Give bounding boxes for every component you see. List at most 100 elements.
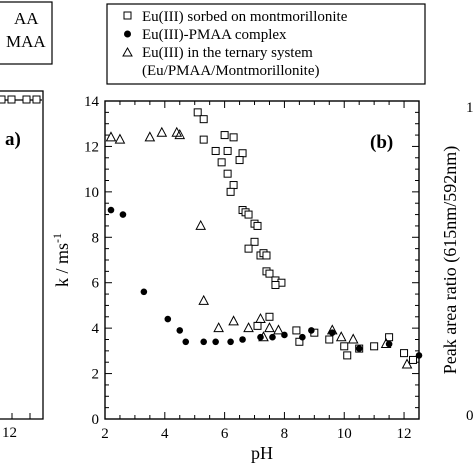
data-point-circle [355,345,363,352]
y-tick-label: 4 [92,321,100,337]
data-point-triangle [144,131,156,142]
x-tick-label: 12 [397,426,412,442]
data-point-square [229,181,238,190]
panel-a-legend-entry-1: AA [14,9,39,28]
data-point-triangle [380,337,392,349]
x-tick-label: 8 [281,426,289,442]
data-point-square [220,131,229,140]
data-point-square [265,312,274,321]
data-point-circle [107,206,115,214]
panel-a-tick-label: 12 [2,425,17,441]
x-tick-label: 2 [101,426,109,442]
panel-c-partial-tick: 0 [466,408,474,424]
panel-a-marker [0,95,6,104]
legend-entry-ternary: Eu(III) in the ternary system [142,45,313,61]
data-point-square [340,342,349,351]
data-point-triangle [335,331,347,342]
data-point-triangle [255,312,266,324]
x-tick-label: 6 [221,426,229,442]
panel-c-y-axis-label: Peak area ratio (615nm/592nm) [440,146,461,374]
y-tick-label: 2 [92,367,100,383]
data-point-square [262,251,271,260]
legend-entry-ternary-line2: (Eu/PMAA/Montmorillonite) [142,63,320,79]
panel-a-legend-entry-2: MAA [6,32,46,51]
data-point-triangle [401,358,413,369]
data-point-circle [164,315,172,323]
data-point-triangle [156,126,168,137]
data-point-square [253,321,262,330]
data-point-square [199,135,208,144]
data-point-circle [140,288,148,296]
y-axis-label: k / ms-1 [50,233,72,287]
data-point-square [217,158,226,167]
data-point-circle [308,327,315,334]
y-tick-label: 12 [84,139,99,155]
y-axis-label-superscript: -1 [50,233,64,243]
panel-label: (b) [370,132,393,153]
data-point-square [385,333,394,342]
data-point-square [409,355,418,364]
data-point-circle [182,338,190,346]
data-point-square [199,115,208,124]
panel-a-label: a) [5,129,21,150]
data-point-triangle [258,331,269,342]
data-point-circle [299,333,306,341]
data-point-circle [227,338,234,346]
y-axis-label-text: k / ms [52,243,72,287]
legend-marker-square [123,11,132,20]
y-tick-label: 0 [92,412,100,428]
panel-a: AA MAA a) 12 [0,1,53,441]
legend-marker-circle [124,30,131,38]
data-point-circle [415,352,423,359]
data-point-circle [239,336,246,343]
data-point-triangle [326,324,338,335]
data-point-square [211,146,220,155]
data-point-triangle [264,322,275,333]
data-point-circle [119,211,127,218]
y-axis-label-group: k / ms-1 [50,233,72,287]
panel-c-partial-tick: 1 [466,100,474,116]
data-point-square [223,146,232,155]
data-point-triangle [228,315,239,326]
data-point-triangle [174,129,186,140]
data-point-square [226,187,235,196]
panel-a-marker [22,95,31,104]
data-point-circle [200,338,207,346]
data-point-triangle [105,131,117,142]
data-point-square [253,221,262,230]
panel-a-plot-frame [0,90,44,420]
y-tick-label: 14 [84,94,100,110]
data-point-square [250,237,259,246]
data-point-triangle [195,219,207,230]
data-point-triangle [243,322,254,333]
x-axis-tick-labels: 2 4 6 8 10 12 [101,426,411,442]
panel-c: Peak area ratio (615nm/592nm) 1 0 [440,100,474,424]
data-point-square [223,169,232,178]
data-point-square [244,210,253,219]
data-point-square [370,342,379,351]
panel-a-marker [7,95,16,104]
x-tick-label: 4 [161,426,169,442]
chart-legend: Eu(III) sorbed on montmorillonite Eu(III… [106,3,426,85]
data-point-square [229,133,238,142]
legend-entry-pmaa: Eu(III)-PMAA complex [142,27,287,43]
data-point-square [235,156,244,165]
data-point-square [265,269,274,278]
data-point-square [193,108,202,117]
data-point-circle [212,338,219,346]
x-tick-label: 10 [337,426,352,442]
data-point-square [244,244,253,253]
legend-entry-montmorillonite: Eu(III) sorbed on montmorillonite [142,9,348,25]
y-tick-label: 8 [92,230,100,246]
axis-ticks [104,100,420,420]
data-point-square [400,349,409,358]
data-point-square [238,149,247,158]
data-point-circle [176,327,184,334]
data-point-triangle [198,294,210,305]
legend-box [106,3,426,85]
data-point-square [271,280,280,289]
data-point-triangle [273,324,284,335]
data-point-triangle [114,133,126,144]
